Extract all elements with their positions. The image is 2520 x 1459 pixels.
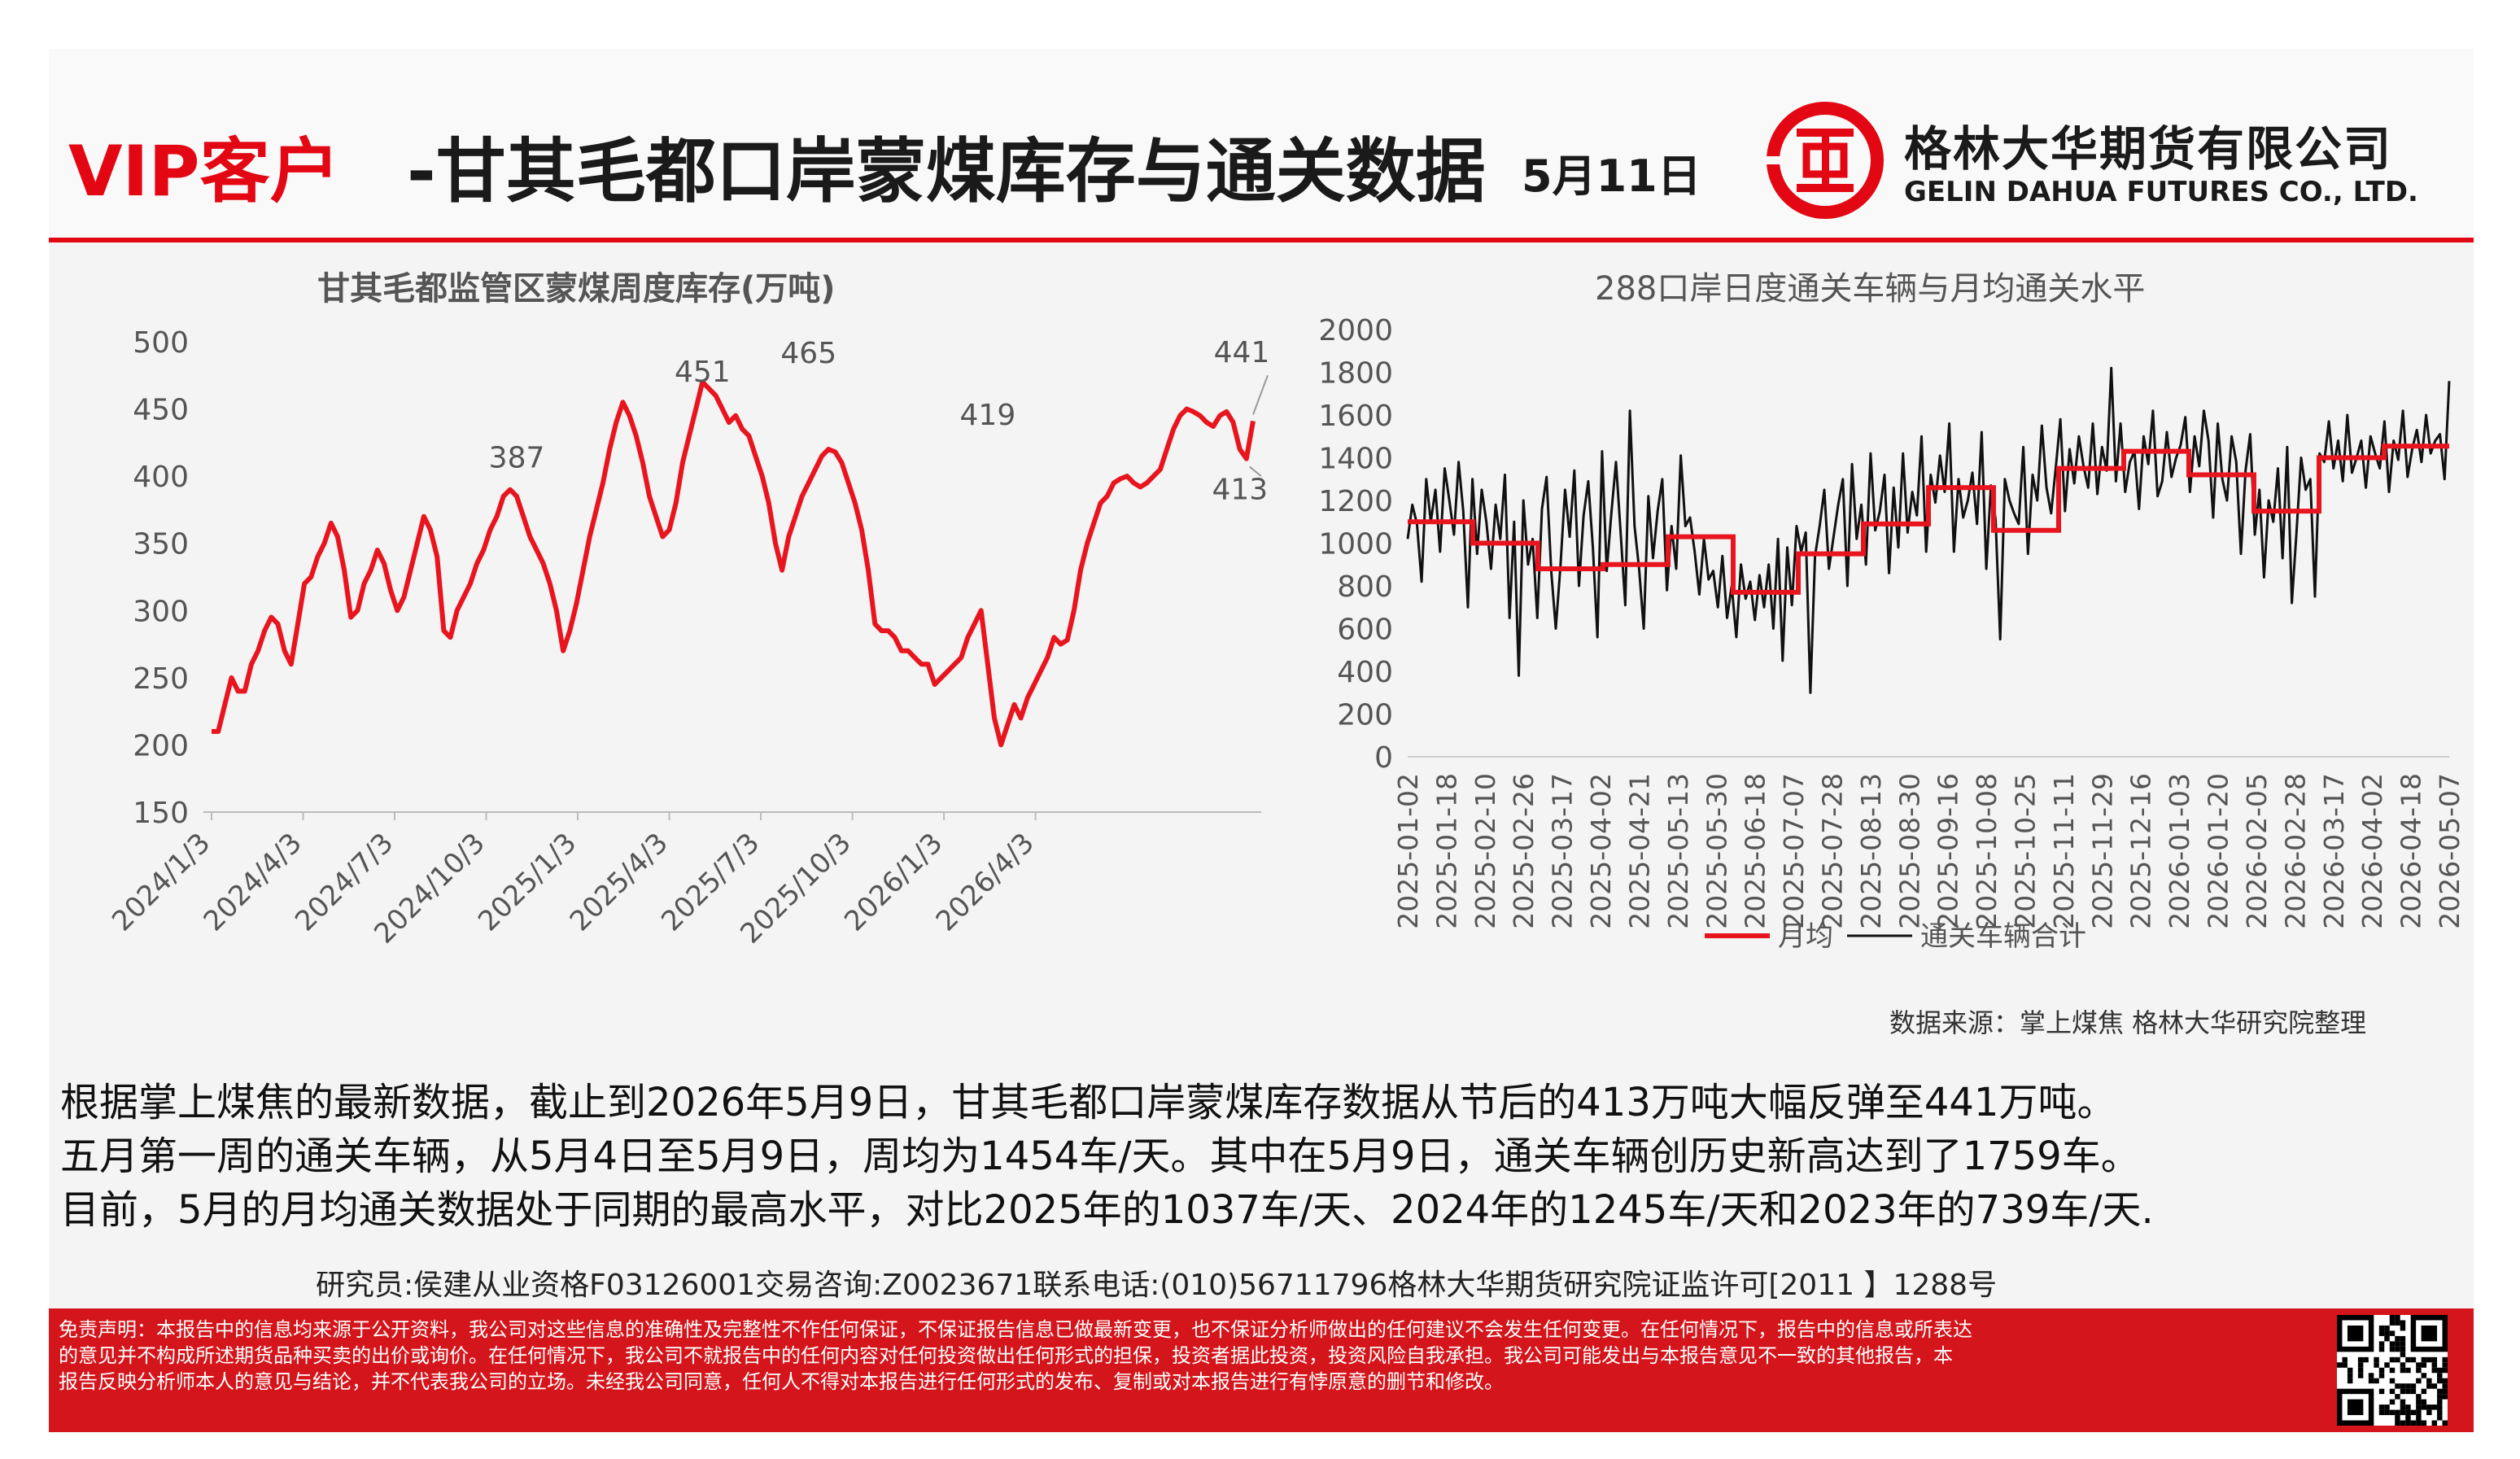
chart2-x-tick: 2025-11-29 xyxy=(2086,773,2118,929)
chart2-y-tick: 400 xyxy=(1337,656,1393,689)
chart2-x-tick: 2025-03-17 xyxy=(1547,773,1579,929)
chart2-y-tick: 0 xyxy=(1374,741,1393,775)
chart2-y-tick: 1400 xyxy=(1318,443,1393,476)
chart2-x-tick: 2025-12-16 xyxy=(2125,773,2157,929)
chart1-title: 甘其毛都监管区蒙煤周度库存(万吨) xyxy=(317,270,836,308)
chart2-x-tick: 2025-11-11 xyxy=(2048,773,2080,929)
legend-label-monthly: 月均 xyxy=(1778,920,1833,953)
chart2-y-tick: 1800 xyxy=(1318,357,1393,391)
chart1-x-tick: 2024/4/3 xyxy=(198,827,308,937)
chart2-legend: 月均 通关车辆合计 xyxy=(1705,920,2086,953)
chart2-x-tick: 2025-10-08 xyxy=(1971,773,2002,929)
chart1-x-tick: 2025/1/3 xyxy=(472,827,583,937)
chart2-x-tick: 2025-04-21 xyxy=(1623,773,1655,929)
chart1-data-label: 387 xyxy=(489,442,545,475)
chart2-x-tick: 2025-07-28 xyxy=(1816,773,1848,929)
summary-line-2: 五月第一周的通关车辆，从5月4日至5月9日，周均为1454车/天。其中在5月9日… xyxy=(60,1134,2140,1179)
title-bar: VIP客户 -甘其毛都口岸蒙煤库存与通关数据 5月11日 格林大华期货有限公司 … xyxy=(49,49,2474,238)
chart1-data-label: 441 xyxy=(1214,336,1270,369)
chart1-data-label: 413 xyxy=(1212,474,1268,507)
chart2-x-tick: 2025-02-26 xyxy=(1508,773,1540,929)
company-name-cn: 格林大华期货有限公司 xyxy=(1904,121,2393,177)
chart2-x-tick: 2026-02-28 xyxy=(2279,773,2311,929)
page-title: -甘其毛都口岸蒙煤库存与通关数据 xyxy=(407,131,1486,212)
chart2-x-tick: 2025-06-18 xyxy=(1740,773,1771,929)
chart2-y-tick: 1000 xyxy=(1318,528,1393,561)
chart1-y-tick: 400 xyxy=(133,461,189,494)
chart2-x-tick: 2025-01-18 xyxy=(1430,773,1462,929)
chart2-y-tick: 200 xyxy=(1337,699,1393,732)
chart2-series-daily-line xyxy=(1406,366,2451,694)
qr-code-icon xyxy=(2337,1315,2448,1426)
chart2-x-tick: 2025-10-25 xyxy=(2010,773,2042,929)
summary-line-1: 根据掌上煤焦的最新数据，截止到2026年5月9日，甘其毛都口岸蒙煤库存数据从节后… xyxy=(60,1080,2116,1125)
chart2-x-tick: 2025-08-30 xyxy=(1893,773,1925,929)
chart2-title: 288口岸日度通关车辆与月均通关水平 xyxy=(1595,270,2146,308)
chart2-x-tick: 2025-05-13 xyxy=(1662,773,1694,929)
chart2-series-monthly-avg xyxy=(1408,443,2449,595)
chart1-x-tick: 2026/4/3 xyxy=(930,827,1041,937)
chart2-x-tick: 2025-08-13 xyxy=(1855,773,1887,929)
chart1-y-tick: 500 xyxy=(133,326,189,360)
disclaimer-band: 免责声明：本报告中的信息均来源于公开资料，我公司对这些信息的准确性及完整性不作任… xyxy=(49,1308,2474,1432)
disclaimer-line-2: 的意见并不构成所述期货品种买卖的出价或询价。在任何情况下，我公司不就报告中的任何… xyxy=(59,1344,1953,1367)
chart1-data-label: 451 xyxy=(675,356,731,389)
chart1-callout-line xyxy=(1249,465,1262,477)
chart2-x-tick: 2026-03-17 xyxy=(2318,773,2350,929)
chart2-x-tick: 2026-04-02 xyxy=(2356,773,2388,929)
chart2-y-tick: 600 xyxy=(1337,614,1393,647)
chart2-y-tick: 1200 xyxy=(1318,485,1393,518)
disclaimer-line-3: 报告反映分析师本人的意见与结论，并不代表我公司的立场。未经我公司同意，任何人不得… xyxy=(59,1370,1504,1393)
chart2-x-tick: 2025-09-16 xyxy=(1933,773,1964,929)
chart1-series-line xyxy=(212,379,1256,748)
data-source-note: 数据来源：掌上煤焦 格林大华研究院整理 xyxy=(1889,1007,2367,1038)
chart1-y-tick: 350 xyxy=(133,528,189,561)
disclaimer-line-1: 免责声明：本报告中的信息均来源于公开资料，我公司对这些信息的准确性及完整性不作任… xyxy=(59,1318,1972,1341)
chart1-y-tick: 300 xyxy=(133,595,189,628)
chart1-y-tick: 200 xyxy=(133,729,189,762)
chart1-x-tick: 2024/1/3 xyxy=(106,827,216,937)
chart1-y-tick: 150 xyxy=(133,797,189,830)
chart2-x-tick: 2025-02-10 xyxy=(1470,773,1501,929)
chart2-y-tick: 2000 xyxy=(1318,314,1393,347)
report-card: VIP客户 -甘其毛都口岸蒙煤库存与通关数据 5月11日 格林大华期货有限公司 … xyxy=(49,49,2474,1432)
researcher-info: 研究员:侯建从业资格F03126001交易咨询:Z0023671联系电话:(01… xyxy=(316,1269,1998,1302)
chart2-x-tick: 2026-02-05 xyxy=(2241,773,2273,929)
summary-line-3: 目前，5月的月均通关数据处于同期的最高水平，对比2025年的1037车/天、20… xyxy=(60,1187,2154,1233)
chart1-y-tick: 250 xyxy=(133,662,189,696)
company-name-en: GELIN DAHUA FUTURES CO., LTD. xyxy=(1904,176,2418,208)
chart1-data-label: 419 xyxy=(960,399,1016,432)
chart1-data-label: 465 xyxy=(780,337,836,370)
chart2-x-tick: 2025-01-02 xyxy=(1392,773,1424,929)
legend-label-daily: 通关车辆合计 xyxy=(1920,920,2086,953)
chart1-callout-line xyxy=(1252,374,1269,415)
chart1-y-tick: 450 xyxy=(133,394,189,427)
chart2-x-tick: 2025-05-30 xyxy=(1701,773,1732,929)
disclaimer-text: 免责声明：本报告中的信息均来源于公开资料，我公司对这些信息的准确性及完整性不作任… xyxy=(59,1317,2321,1395)
chart2-x-tick: 2025-07-07 xyxy=(1778,773,1810,929)
chart1-x-tick: 2025/4/3 xyxy=(564,827,675,937)
title-vip-prefix: VIP客户 xyxy=(68,131,340,212)
report-date: 5月11日 xyxy=(1522,151,1701,202)
summary-paragraph: 根据掌上煤焦的最新数据，截止到2026年5月9日，甘其毛都口岸蒙煤库存数据从节后… xyxy=(60,1076,2461,1237)
chart2-x-tick: 2026-01-20 xyxy=(2203,773,2234,929)
chart2-x-tick: 2025-04-02 xyxy=(1585,773,1617,929)
header-divider xyxy=(49,238,2474,242)
chart2-y-tick: 800 xyxy=(1337,570,1393,604)
chart2-x-tick: 2026-01-03 xyxy=(2164,773,2195,929)
chart1-x-tick: 2026/1/3 xyxy=(838,827,949,937)
gelin-dahua-logo-icon xyxy=(1764,102,1884,219)
chart2-y-tick: 1600 xyxy=(1318,400,1393,433)
chart2-x-tick: 2026-04-18 xyxy=(2396,773,2427,929)
chart2-x-tick: 2026-05-07 xyxy=(2434,773,2465,929)
charts-canvas: 150 200 250 300 350 400 450 500 2024/1/32024/4/3… xyxy=(106,314,2465,953)
